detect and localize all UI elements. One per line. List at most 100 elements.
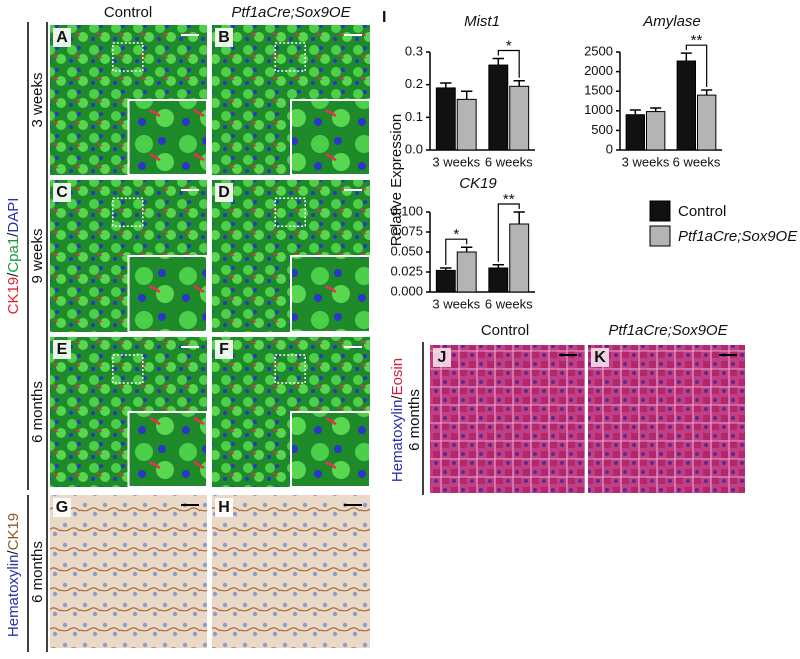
y-tick-label: 0.0 [405, 141, 423, 156]
row-label: 3 weeks [29, 72, 46, 127]
stain-part: CK19 [5, 513, 22, 551]
error-bar [492, 264, 504, 268]
error-bar [701, 89, 713, 96]
stain-part: Cpa1 [5, 237, 22, 273]
micrograph [50, 495, 207, 648]
column-header: Control [104, 4, 152, 21]
zoom-box [274, 354, 306, 384]
panel-label: K [594, 349, 606, 366]
panel-label: G [56, 499, 68, 516]
inset [290, 411, 371, 488]
zoom-box [112, 42, 144, 72]
micrograph [212, 495, 370, 648]
label-box [215, 28, 233, 47]
zoom-box [274, 197, 306, 227]
label-box [53, 498, 71, 517]
bar [697, 94, 717, 151]
significance-bracket [497, 49, 520, 78]
significance-label: ** [503, 191, 515, 208]
label-box [53, 28, 71, 47]
bar [646, 111, 666, 151]
inset [127, 411, 208, 488]
y-tick-label: 2000 [584, 63, 613, 78]
stain-part: DAPI [5, 198, 22, 233]
y-tick-label: 1000 [584, 102, 613, 117]
significance-bracket [685, 44, 708, 88]
error-bar [513, 211, 525, 224]
y-tick-label: 0.000 [390, 283, 423, 298]
zoom-box [112, 354, 144, 384]
error-bar [680, 52, 692, 62]
y-tick-label: 0 [606, 141, 613, 156]
stain-part: Hematoxylin [389, 400, 406, 483]
panel-label: I [382, 9, 386, 26]
legend-swatch [649, 200, 671, 222]
stain-label: CK19/Cpa1/DAPI [5, 198, 22, 315]
zoom-box [112, 197, 144, 227]
row-label: 6 months [29, 381, 46, 443]
bar [509, 223, 530, 293]
panel-label: E [57, 341, 68, 358]
panel-label: A [56, 29, 68, 46]
panel-label: J [438, 349, 447, 366]
panel-label: D [218, 184, 230, 201]
stain-part: CK19 [5, 277, 22, 315]
stain-part: Hematoxylin [5, 555, 22, 638]
stain-part: / [5, 232, 22, 237]
bar [456, 251, 477, 293]
panel-label: F [219, 341, 229, 358]
column-header: Ptf1aCre;Sox9OE [608, 322, 728, 339]
micrograph [588, 345, 745, 493]
row-label: 6 months [406, 389, 423, 451]
bar [488, 64, 509, 151]
label-box [215, 340, 233, 359]
x-tick-label: 3 weeks [622, 154, 670, 169]
row-label: 9 weeks [29, 228, 46, 283]
y-tick-label: 2500 [584, 43, 613, 58]
column-header: Ptf1aCre;Sox9OE [231, 4, 351, 21]
panel-label: H [218, 499, 230, 516]
significance-bracket [497, 203, 520, 262]
y-tick-label: 0.3 [405, 43, 423, 58]
label-box [215, 183, 233, 202]
error-bar [440, 82, 452, 88]
inset [290, 255, 371, 333]
row-label: 6 months [29, 541, 46, 603]
y-tick-label: 1500 [584, 83, 613, 98]
stain-part: / [5, 272, 22, 277]
panel-label: B [218, 29, 230, 46]
inset [290, 99, 371, 176]
error-bar [461, 90, 473, 100]
bar [509, 85, 530, 151]
x-tick-label: 3 weeks [432, 296, 480, 311]
y-tick-label: 0.075 [390, 223, 423, 238]
label-box [53, 183, 71, 202]
legend-label: Ptf1aCre;Sox9OE [678, 228, 798, 245]
legend-swatch [649, 225, 671, 247]
y-tick-label: 0.100 [390, 203, 423, 218]
inset [127, 255, 208, 333]
x-tick-label: 6 weeks [673, 154, 721, 169]
x-tick-label: 6 weeks [485, 296, 533, 311]
bar [625, 114, 646, 151]
error-bar [461, 246, 473, 252]
inset [127, 99, 208, 176]
chart-title: Amylase [642, 13, 701, 30]
panel-label: C [56, 184, 68, 201]
legend-label: Control [678, 203, 726, 220]
label-box [215, 498, 233, 517]
error-bar [440, 267, 452, 271]
significance-bracket [445, 238, 468, 265]
significance-label: * [506, 38, 512, 55]
y-tick-label: 0.025 [390, 263, 423, 278]
y-tick-label: 500 [591, 122, 613, 137]
x-tick-label: 3 weeks [432, 154, 480, 169]
zoom-box [274, 42, 306, 72]
stain-label: Hematoxylin/Eosin [389, 358, 406, 482]
stain-part: / [389, 395, 406, 400]
y-axis-label: Relative Expression [388, 114, 405, 247]
stain-part: Eosin [389, 358, 406, 396]
label-box [433, 348, 451, 367]
stain-part: / [5, 550, 22, 555]
